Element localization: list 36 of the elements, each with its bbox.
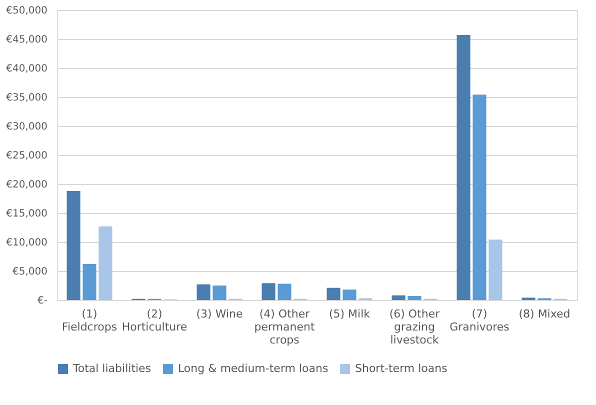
x-tick-label: (7) Granivores [450, 308, 510, 334]
bar [456, 34, 470, 300]
legend-label: Long & medium-term loans [178, 362, 328, 375]
x-tick-label: (3) Wine [196, 308, 243, 320]
x-tick-label: (6) Other grazing livestock [389, 308, 440, 346]
y-tick-label: €15,000 [6, 208, 48, 220]
x-tick-label: (2) Horticulture [122, 308, 188, 334]
x-tick-label: (8) Mixed [518, 308, 570, 320]
y-tick-label: €10,000 [6, 238, 48, 248]
bar [66, 190, 80, 300]
legend-label: Total liabilities [72, 362, 152, 375]
y-tick-label: €35,000 [6, 92, 48, 104]
legend-label: Short-term loans [355, 362, 448, 375]
bar [472, 94, 486, 300]
y-tick-label: €5,000 [12, 266, 48, 278]
y-tick-label: €45,000 [6, 34, 48, 46]
bar [488, 240, 502, 300]
y-tick-label: €50,000 [6, 6, 48, 16]
bar [98, 226, 112, 300]
y-tick-label: €- [38, 296, 48, 306]
bar [82, 264, 96, 300]
bar [196, 284, 210, 300]
bar [408, 296, 422, 300]
bar [262, 283, 276, 300]
bar [392, 295, 406, 300]
y-tick-label: €40,000 [6, 64, 48, 74]
y-tick-label: €30,000 [6, 122, 48, 132]
y-tick-label: €25,000 [6, 150, 48, 162]
bar [212, 286, 226, 300]
bar [342, 290, 356, 300]
x-tick-label: (4) Other permanent crops [254, 308, 316, 346]
bar [326, 288, 340, 300]
x-tick-label: (1) Fieldcrops [62, 308, 118, 334]
y-tick-label: €20,000 [6, 180, 48, 190]
bar [278, 284, 292, 300]
x-tick-label: (5) Milk [328, 308, 371, 320]
